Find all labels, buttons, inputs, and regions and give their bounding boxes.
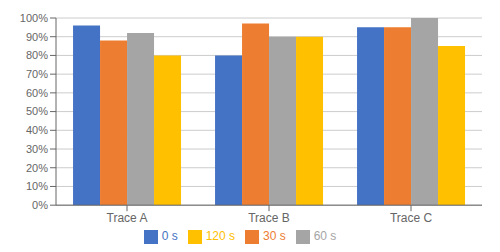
svg-text:30%: 30% xyxy=(26,143,48,155)
svg-text:50%: 50% xyxy=(26,105,48,117)
svg-text:Trace C: Trace C xyxy=(390,211,433,225)
svg-text:10%: 10% xyxy=(26,180,48,192)
svg-text:80%: 80% xyxy=(26,49,48,61)
html-text:0 s: 0 s xyxy=(161,229,178,244)
svg-text:0%: 0% xyxy=(32,199,48,211)
svg-text:70%: 70% xyxy=(26,68,48,80)
svg-text:90%: 90% xyxy=(26,31,48,43)
svg-text:Trace B: Trace B xyxy=(248,211,290,225)
svg-text:40%: 40% xyxy=(26,124,48,136)
html-text:60 s: 60 s xyxy=(313,229,337,244)
svg-text:Trace A: Trace A xyxy=(107,211,148,225)
html-text:120 s: 120 s xyxy=(205,229,235,244)
svg-text:20%: 20% xyxy=(26,162,48,174)
html-text:30 s: 30 s xyxy=(263,229,286,244)
svg-text:60%: 60% xyxy=(26,87,48,99)
svg-text:100%: 100% xyxy=(20,12,48,24)
